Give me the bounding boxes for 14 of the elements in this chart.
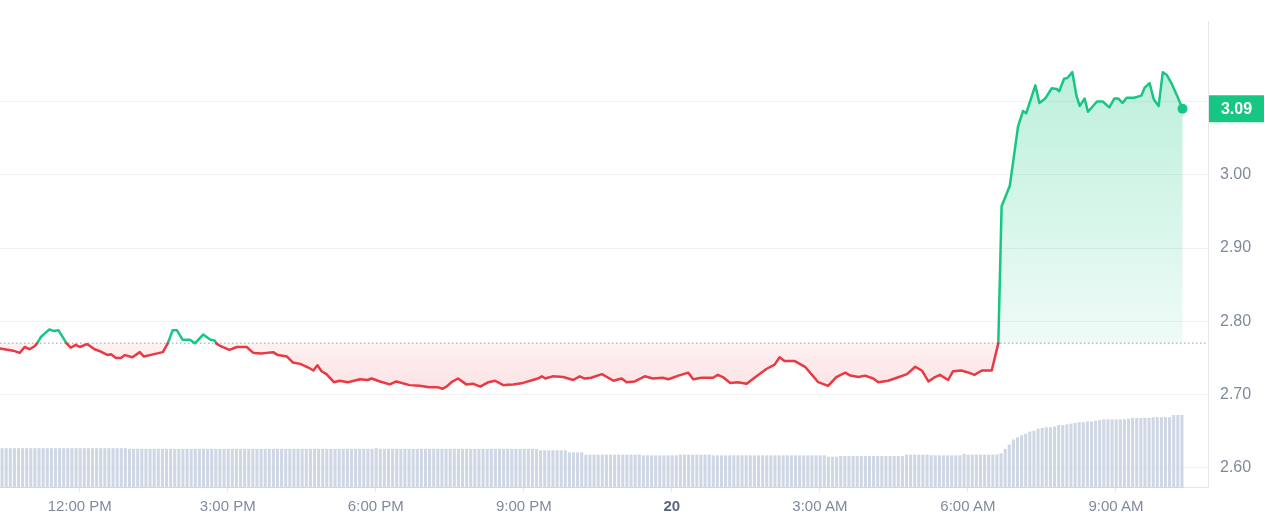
x-tick-label: 3:00 AM [792,497,848,515]
x-tick-label: 20 [663,497,681,515]
x-tick-label: 6:00 AM [940,497,996,515]
x-tick-label: 12:00 PM [47,497,112,515]
x-tick-label: 9:00 PM [495,497,552,515]
x-tick-label: 9:00 AM [1088,497,1144,515]
y-tick-label: 2.70 [1220,385,1252,403]
annotation: 3.09 [1220,100,1253,118]
y-tick-label: 2.90 [1220,238,1252,256]
y-tick-label: 2.80 [1220,311,1252,329]
x-tick-label: 3:00 PM [199,497,256,515]
x-tick-label: 6:00 PM [347,497,404,515]
y-tick-label: 3.00 [1220,165,1252,183]
y-tick-label: 2.60 [1220,458,1252,476]
